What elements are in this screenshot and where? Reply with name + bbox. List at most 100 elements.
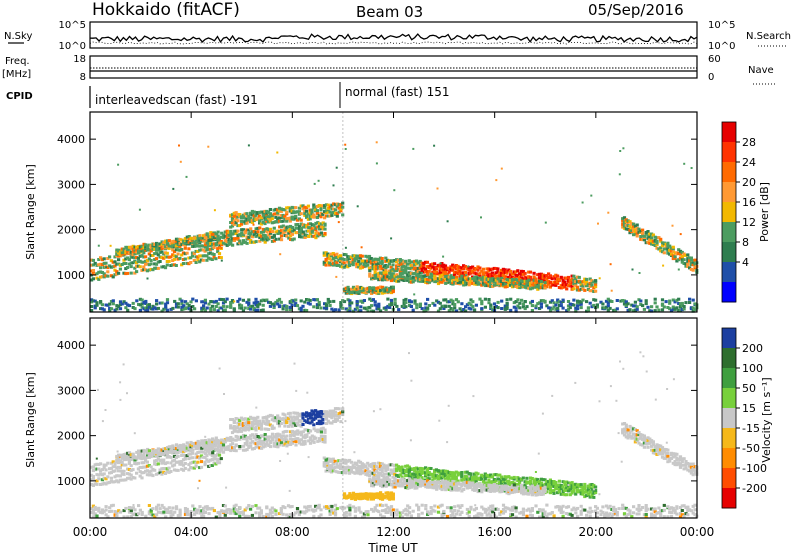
range-gate-cell	[153, 468, 157, 472]
range-gate-cell	[516, 476, 520, 480]
range-gate-cell	[127, 468, 131, 471]
range-gate-cell	[90, 269, 94, 273]
range-gate-cell	[317, 204, 321, 207]
range-gate-cell	[469, 475, 473, 479]
range-gate-cell	[373, 300, 377, 304]
range-gate-cell	[319, 415, 323, 419]
range-gate-cell	[534, 279, 538, 283]
range-gate-cell	[236, 435, 240, 439]
range-gate-cell	[424, 267, 428, 271]
range-gate-cell	[565, 493, 569, 497]
range-gate-cell	[142, 455, 146, 459]
range-gate-cell	[532, 278, 536, 282]
range-gate-cell	[236, 229, 240, 233]
range-gate-cell	[202, 300, 206, 304]
range-gate-cell	[256, 441, 260, 444]
nave-tick-bottom: 0	[708, 72, 714, 83]
range-gate-cell	[390, 237, 393, 240]
range-gate-cell	[369, 465, 373, 469]
range-gate-cell	[680, 308, 684, 312]
colorbar-segment	[722, 262, 736, 283]
range-gate-cell	[357, 260, 361, 263]
range-gate-cell	[590, 279, 594, 283]
range-gate-cell	[454, 309, 459, 313]
range-gate-cell	[346, 309, 350, 312]
range-gate-cell	[333, 256, 337, 260]
range-gate-cell	[418, 274, 422, 278]
range-gate-cell	[196, 244, 200, 248]
range-gate-cell	[93, 299, 97, 303]
range-gate-cell	[182, 243, 186, 247]
range-gate-cell	[378, 464, 382, 468]
range-gate-cell	[355, 291, 359, 295]
range-gate-cell	[256, 226, 260, 230]
range-gate-cell	[238, 427, 242, 431]
range-gate-cell	[556, 491, 560, 495]
range-gate-cell	[396, 467, 400, 471]
range-gate-cell	[290, 421, 294, 424]
range-gate-cell	[155, 451, 159, 455]
range-gate-cell	[505, 278, 509, 281]
range-gate-cell	[142, 471, 146, 475]
range-gate-cell	[574, 309, 578, 313]
range-gate-cell	[216, 461, 220, 465]
range-gate-cell	[442, 275, 446, 279]
range-gate-cell	[543, 299, 547, 303]
range-gate-cell	[396, 465, 400, 469]
range-gate-cell	[319, 215, 323, 219]
range-gate-cell	[241, 309, 245, 313]
noise-right-tick-top: 10^5	[708, 20, 735, 31]
range-gate-cell	[480, 283, 484, 287]
range-gate-cell	[323, 437, 327, 441]
range-gate-cell	[299, 222, 303, 226]
range-gate-cell	[344, 246, 347, 249]
range-gate-cell	[678, 249, 683, 253]
range-gate-cell	[512, 301, 516, 305]
range-gate-cell	[491, 284, 495, 288]
range-gate-cell	[225, 438, 229, 442]
range-gate-cell	[294, 432, 298, 436]
range-gate-cell	[138, 470, 142, 474]
range-gate-cell	[442, 255, 445, 258]
range-gate-cell	[458, 269, 462, 273]
range-gate-cell	[464, 309, 468, 313]
range-gate-cell	[232, 211, 236, 215]
range-gate-cell	[449, 474, 453, 478]
date-title: 05/Sep/2016	[588, 1, 684, 19]
range-gate-cell	[572, 287, 576, 291]
range-gate-cell	[207, 459, 211, 463]
range-gate-cell	[174, 255, 178, 259]
range-gate-cell	[187, 240, 191, 244]
range-gate-cell	[142, 301, 146, 304]
range-gate-cell	[633, 300, 637, 304]
range-gate-cell	[160, 256, 164, 260]
range-gate-cell	[240, 435, 244, 439]
range-gate-cell	[615, 299, 619, 302]
range-gate-cell	[176, 243, 180, 246]
range-gate-cell	[373, 274, 377, 278]
range-gate-cell	[331, 252, 335, 255]
range-gate-cell	[167, 246, 171, 250]
range-gate-cell	[592, 298, 596, 302]
range-gate-cell	[371, 476, 375, 480]
range-gate-cell	[305, 414, 309, 418]
range-gate-cell	[126, 308, 130, 312]
range-gate-cell	[447, 482, 451, 485]
range-gate-cell	[494, 489, 498, 493]
range-gate-cell	[276, 217, 280, 221]
range-gate-cell	[624, 304, 628, 307]
range-gate-cell	[677, 268, 680, 271]
range-gate-cell	[442, 271, 446, 275]
range-gate-cell	[106, 266, 110, 270]
range-gate-cell	[454, 298, 459, 302]
range-gate-cell	[427, 470, 431, 474]
range-gate-cell	[259, 210, 263, 214]
range-gate-cell	[680, 254, 684, 258]
range-gate-cell	[366, 470, 370, 474]
range-gate-cell	[138, 249, 142, 253]
range-gate-cell	[330, 307, 334, 311]
range-gate-cell	[198, 466, 202, 470]
range-gate-cell	[357, 464, 361, 468]
range-gate-cell	[471, 481, 475, 485]
range-gate-cell	[142, 307, 146, 311]
